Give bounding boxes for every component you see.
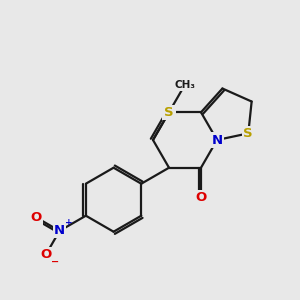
Text: O: O (195, 191, 207, 204)
Text: O: O (30, 211, 42, 224)
Text: S: S (164, 106, 174, 119)
Text: S: S (244, 127, 253, 140)
Text: N: N (164, 106, 175, 119)
Text: CH₃: CH₃ (175, 80, 196, 90)
Text: −: − (51, 256, 59, 266)
Text: N: N (54, 224, 65, 237)
Text: N: N (212, 134, 223, 146)
Text: O: O (40, 248, 52, 261)
Text: +: + (64, 218, 72, 227)
